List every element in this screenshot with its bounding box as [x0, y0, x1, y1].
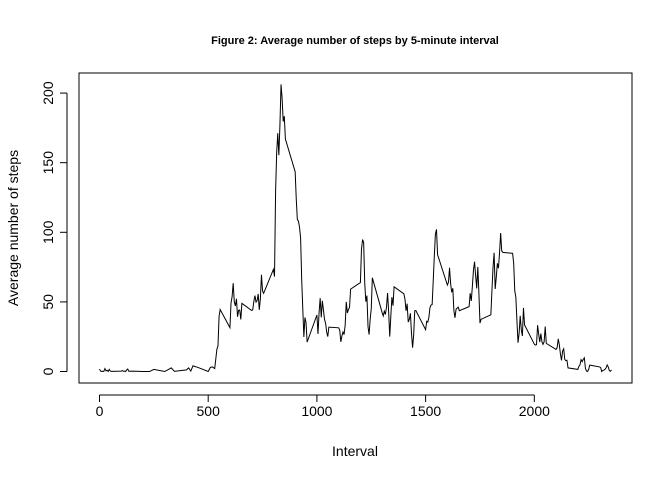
x-tick-label: 1500	[410, 403, 441, 419]
chart-title: Figure 2: Average number of steps by 5-m…	[211, 35, 499, 47]
y-tick-label: 100	[40, 220, 56, 244]
plot-box	[78, 72, 633, 384]
x-tick-label: 500	[197, 403, 221, 419]
y-tick-label: 150	[40, 151, 56, 175]
y-tick-label: 200	[40, 81, 56, 105]
y-axis-label: Average number of steps	[5, 150, 21, 306]
x-tick-label: 0	[96, 403, 104, 419]
data-line	[99, 84, 612, 373]
y-tick-label: 50	[40, 294, 56, 310]
x-tick-label: 1000	[301, 403, 332, 419]
y-tick-label: 0	[40, 367, 56, 375]
x-axis-label: Interval	[332, 443, 378, 459]
x-tick-label: 2000	[519, 403, 550, 419]
